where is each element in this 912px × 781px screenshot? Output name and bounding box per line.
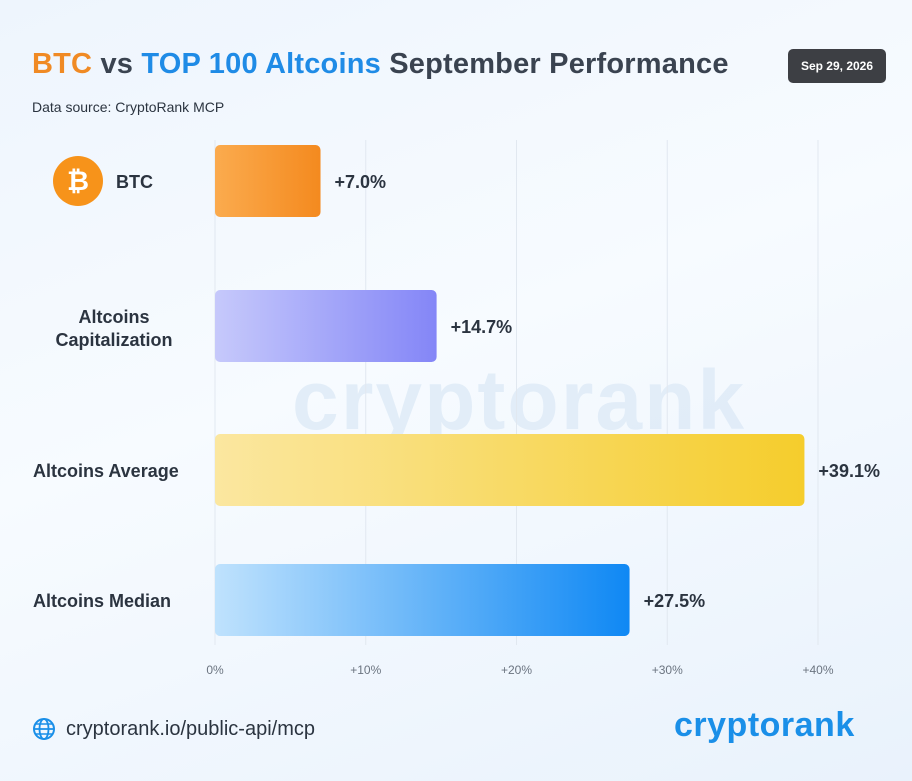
category-label: BTC <box>116 172 153 192</box>
bar-altcoins-median <box>215 564 630 636</box>
value-label: +14.7% <box>451 317 513 337</box>
value-label: +7.0% <box>335 172 387 192</box>
category-label: Altcoins Capitalization <box>55 307 172 350</box>
value-label: +27.5% <box>644 591 706 611</box>
date-badge: Sep 29, 2026 <box>788 49 886 83</box>
bar-altcoins-average <box>215 434 805 506</box>
footer-link[interactable]: cryptorank.io/public-api/mcp <box>32 717 315 741</box>
title-btc: BTC <box>32 48 93 80</box>
category-label: Altcoins Average <box>33 461 179 481</box>
chart-title: BTC vs TOP 100 Altcoins September Perfor… <box>32 48 729 81</box>
title-altcoins: TOP 100 Altcoins <box>141 48 381 80</box>
x-tick-label: +10% <box>350 663 381 677</box>
x-tick-label: +30% <box>652 663 683 677</box>
bar-altcoins-capitalization <box>215 290 437 362</box>
footer-link-text[interactable]: cryptorank.io/public-api/mcp <box>66 717 315 740</box>
x-tick-label: +20% <box>501 663 532 677</box>
category-label: Altcoins Median <box>33 591 171 611</box>
brand-logo: cryptorank <box>674 706 855 744</box>
title-vs: vs <box>92 48 142 80</box>
globe-icon <box>33 718 55 740</box>
svg-text:₿: ₿ <box>67 166 89 196</box>
bitcoin-icon: ₿ <box>53 156 103 206</box>
x-tick-label: 0% <box>206 663 224 677</box>
x-tick-label: +40% <box>802 663 833 677</box>
bar-btc <box>215 145 321 217</box>
watermark: cryptorank <box>292 353 747 447</box>
data-source: Data source: CryptoRank MCP <box>32 99 225 115</box>
value-label: +39.1% <box>818 461 880 481</box>
title-rest: September Performance <box>380 48 729 80</box>
